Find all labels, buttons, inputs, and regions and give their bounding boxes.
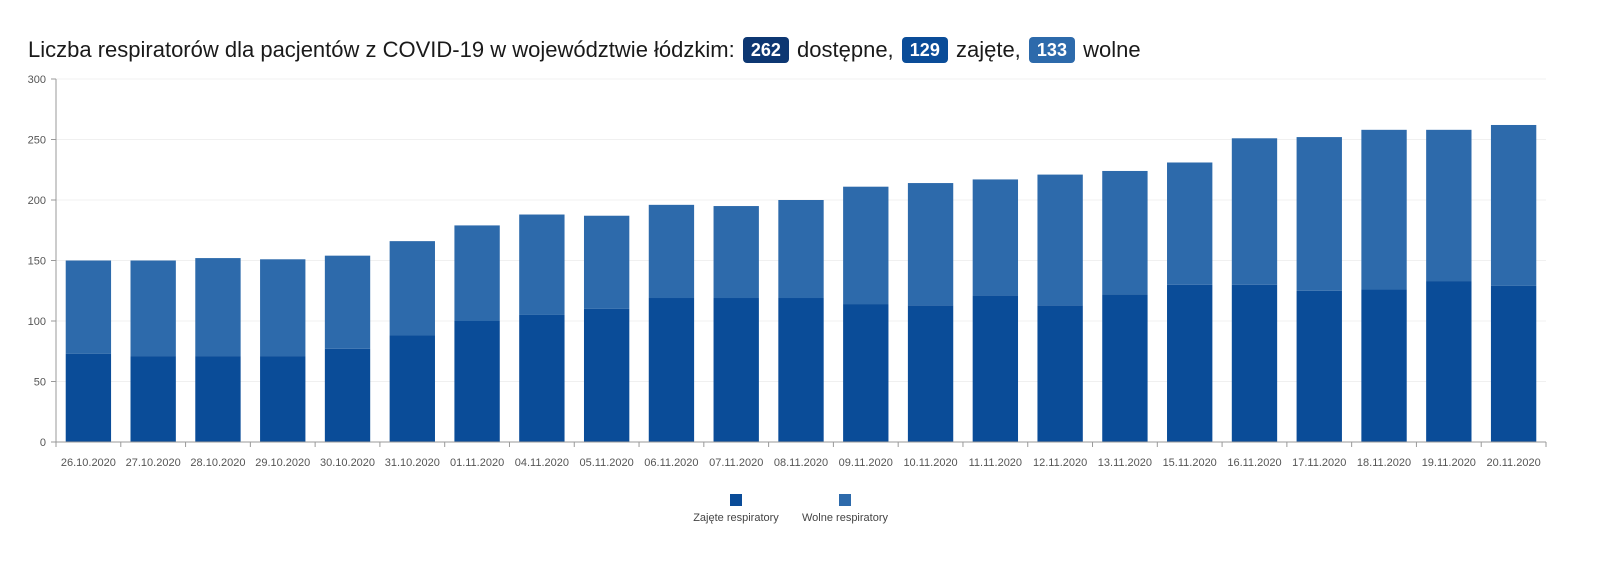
x-tick-label: 27.10.2020 (126, 457, 181, 469)
bar-free (583, 215, 630, 309)
bar-free (195, 258, 241, 357)
bar-free (260, 259, 306, 357)
x-tick-label: 13.11.2020 (1098, 457, 1152, 469)
x-tick-label: 31.10.2020 (385, 457, 440, 469)
legend-swatch-occupied (730, 494, 742, 506)
occupied-badge: 129 (901, 37, 948, 64)
bar-occupied (648, 298, 695, 442)
x-tick-label: 28.10.2020 (190, 457, 245, 469)
bar-free (389, 241, 435, 336)
bar-free (519, 214, 565, 315)
bar-occupied (260, 356, 306, 442)
y-tick-label: 150 (28, 256, 46, 268)
x-tick-label: 06.11.2020 (644, 457, 698, 469)
x-tick-label: 19.11.2020 (1422, 457, 1476, 469)
bar-occupied (713, 298, 759, 442)
y-tick-label: 250 (28, 135, 46, 147)
x-tick-label: 11.11.2020 (969, 457, 1022, 469)
x-tick-label: 09.11.2020 (839, 457, 893, 469)
bar-occupied (1490, 285, 1537, 442)
bar-occupied (324, 348, 371, 442)
free-badge: 133 (1028, 37, 1075, 64)
bar-occupied (1361, 289, 1407, 442)
legend-label-free: Wolne respiratory (802, 512, 888, 524)
x-tick-label: 10.11.2020 (903, 457, 957, 469)
chart-title: Liczba respiratorów dla pacjentów z COVI… (28, 34, 1141, 65)
bar-free (1102, 170, 1148, 295)
bar-free (1167, 162, 1213, 285)
bar-free (972, 179, 1019, 296)
y-tick-label: 0 (40, 437, 46, 449)
x-tick-label: 17.11.2020 (1292, 457, 1346, 469)
y-tick-label: 300 (28, 74, 46, 86)
x-tick-label: 26.10.2020 (61, 457, 116, 469)
x-tick-label: 07.11.2020 (709, 457, 763, 469)
x-tick-label: 15.11.2020 (1163, 457, 1217, 469)
bar-free (843, 186, 889, 305)
bar-free (907, 183, 954, 306)
bar-occupied (1231, 284, 1278, 442)
bar-occupied (907, 305, 954, 442)
bar-occupied (1037, 305, 1083, 442)
bar-occupied (583, 308, 630, 442)
bar-free (648, 204, 695, 299)
title-prefix: Liczba respiratorów dla pacjentów z COVI… (28, 37, 735, 63)
bar-free (1426, 129, 1472, 282)
x-tick-label: 05.11.2020 (580, 457, 634, 469)
bar-occupied (454, 321, 500, 442)
bar-occupied (65, 353, 112, 442)
bar-occupied (519, 314, 565, 442)
y-tick-label: 200 (28, 195, 46, 207)
x-tick-label: 12.11.2020 (1033, 457, 1087, 469)
legend-item-occupied[interactable]: Zajęte respiratory (676, 494, 796, 524)
legend-label-occupied: Zajęte respiratory (693, 512, 779, 524)
total-badge: 262 (742, 37, 789, 64)
x-tick-label: 20.11.2020 (1486, 457, 1540, 469)
y-tick-label: 100 (28, 316, 46, 328)
bar-free (778, 200, 824, 299)
bar-occupied (389, 335, 435, 442)
bar-free (1490, 124, 1537, 286)
legend-item-free[interactable]: Wolne respiratory (785, 494, 905, 524)
x-tick-label: 16.11.2020 (1227, 457, 1281, 469)
bar-occupied (130, 356, 176, 442)
y-tick-label: 50 (34, 377, 46, 389)
bar-occupied (843, 304, 889, 442)
bar-occupied (778, 298, 824, 442)
bar-occupied (195, 356, 241, 442)
bar-free (130, 260, 176, 357)
bar-free (713, 206, 759, 299)
bar-free (1231, 138, 1278, 285)
bar-occupied (1102, 294, 1148, 442)
total-label: dostępne, (797, 37, 894, 63)
stacked-bar-chart: 0 50 100 150 200 250 300 26.10.2020 27.10.2020 28… (28, 74, 1547, 469)
x-tick-label: 08.11.2020 (774, 457, 828, 469)
bar-occupied (1167, 284, 1213, 442)
bar-free (454, 225, 500, 321)
bar-free (1361, 129, 1407, 290)
bar-occupied (972, 295, 1019, 442)
x-tick-label: 30.10.2020 (320, 457, 375, 469)
x-tick-label: 01.11.2020 (450, 457, 504, 469)
x-tick-label: 04.11.2020 (515, 457, 569, 469)
bar-occupied (1296, 290, 1342, 442)
bar-free (1037, 174, 1083, 306)
occupied-label: zajęte, (955, 37, 1021, 63)
free-label: wolne (1083, 37, 1141, 63)
x-tick-label: 18.11.2020 (1357, 457, 1411, 469)
bar-free (324, 255, 371, 349)
x-tick-label: 29.10.2020 (255, 457, 310, 469)
bar-occupied (1426, 281, 1472, 442)
bar-free (65, 260, 112, 354)
bar-free (1296, 137, 1342, 291)
legend-swatch-free (839, 494, 851, 506)
